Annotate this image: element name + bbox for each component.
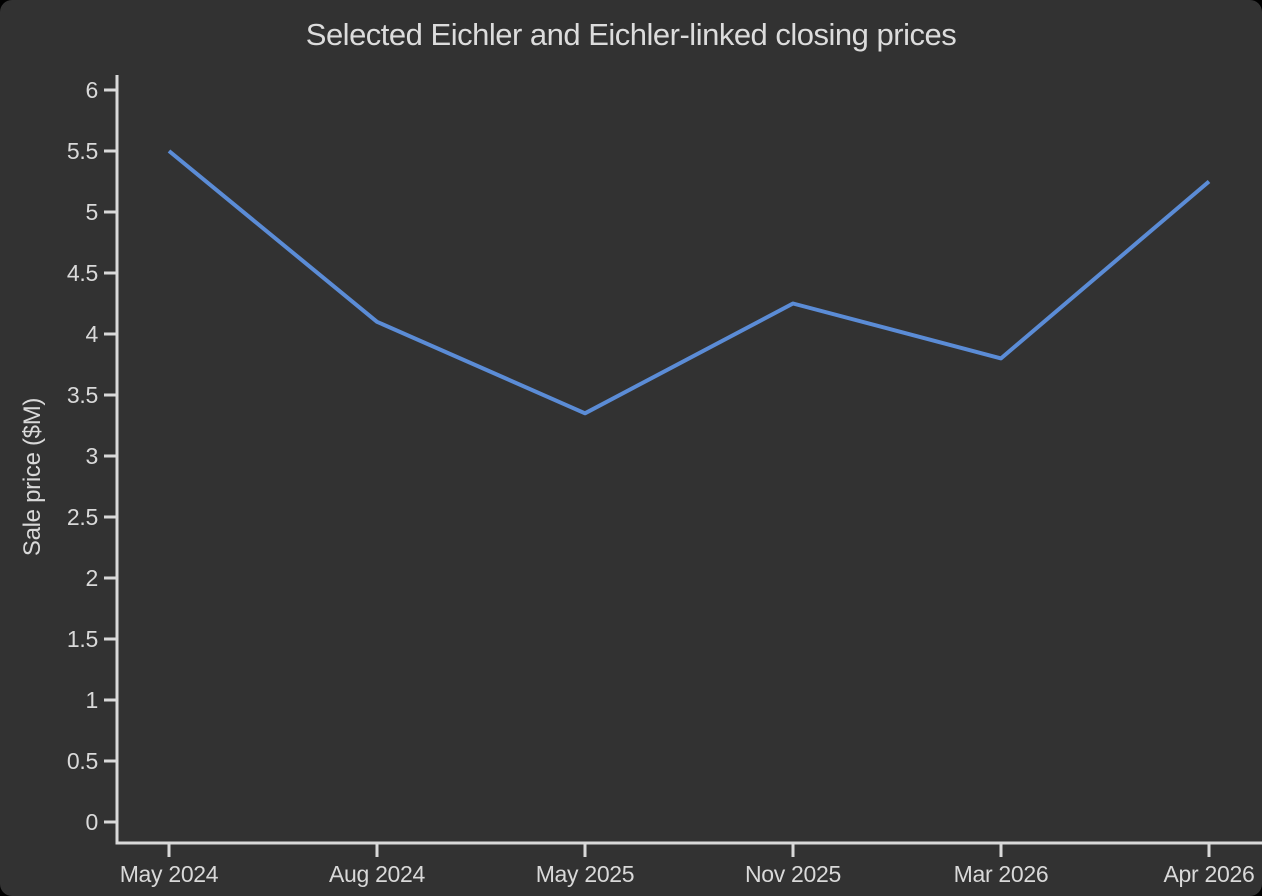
x-tick-label: May 2024 — [120, 861, 219, 887]
y-tick-label: 4.5 — [67, 260, 98, 286]
y-tick-label: 2.5 — [67, 504, 98, 530]
y-tick-label: 3.5 — [67, 382, 98, 408]
axis-spines — [115, 75, 1262, 845]
y-tick-label: 0.5 — [67, 748, 98, 774]
y-tick-label: 1 — [86, 687, 99, 713]
y-tick-label: 2 — [86, 565, 99, 591]
y-tick-label: 6 — [86, 77, 99, 103]
x-tick-label: May 2025 — [536, 861, 635, 887]
chart-title: Selected Eichler and Eichler-linked clos… — [305, 17, 957, 52]
x-tick-label: Mar 2026 — [954, 861, 1049, 887]
y-tick-label: 5.5 — [67, 138, 98, 164]
y-tick-label: 1.5 — [67, 626, 98, 652]
x-tick-label: Nov 2025 — [745, 861, 841, 887]
y-tick-label: 0 — [86, 809, 99, 835]
x-tick-label: Apr 2026 — [1164, 861, 1255, 887]
sale-price-line — [167, 149, 1211, 416]
y-tick-label: 3 — [86, 443, 99, 469]
y-tick-label: 4 — [86, 321, 99, 347]
y-tick-label: 5 — [86, 199, 99, 225]
x-tick-label: Aug 2024 — [329, 861, 426, 887]
